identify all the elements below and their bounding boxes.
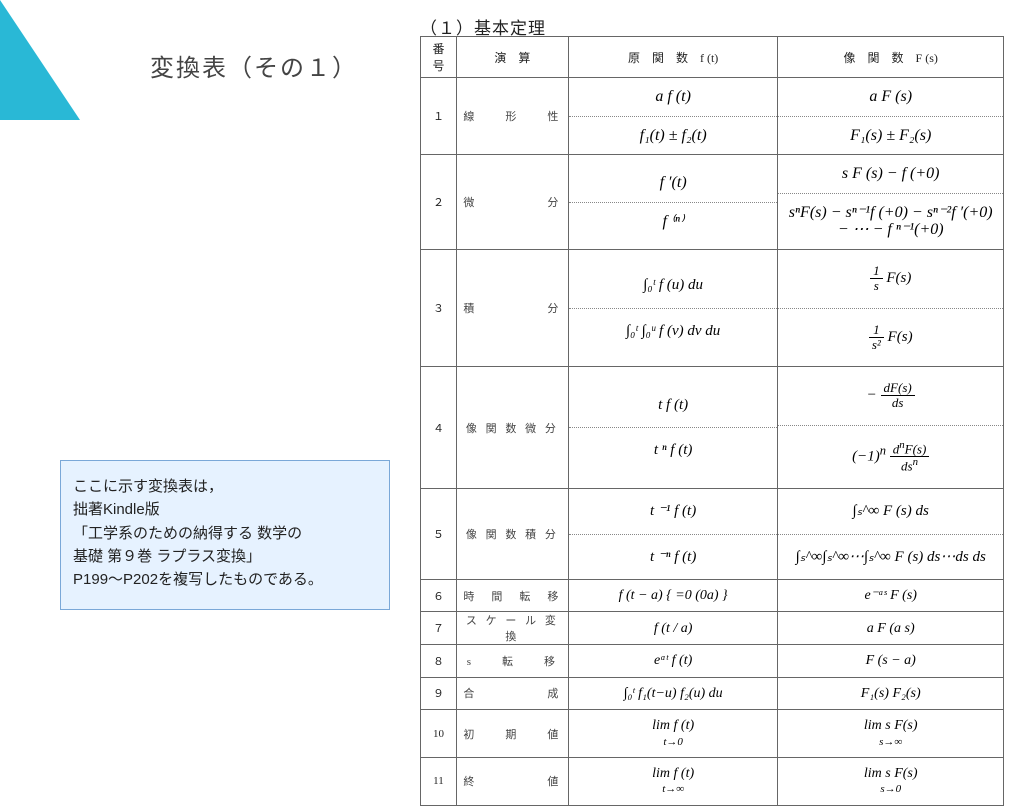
row-cell: F₁(s) F₂(s) [778,677,1004,709]
row-op: 微 分 [456,155,568,250]
row-num: ３ [421,249,457,366]
row-cell: t ⁻¹ f (t)t ⁻ⁿ f (t) [568,489,778,580]
table-row: 11終 値lim f (t)t→∞lim s F(s)s→0 [421,757,1004,805]
table-row: ７ス ケ ー ル 変 換f (t / a)a F (a s) [421,612,1004,645]
table-row: ６時 間 転 移f (t − a) { =0 (0a) }e⁻ᵃˢ F (s) [421,580,1004,612]
note-line: 拙著Kindle版 [73,498,377,521]
row-num: 11 [421,757,457,805]
table-row: 10初 期 値lim f (t)t→0lim s F(s)s→∞ [421,710,1004,758]
transform-table: 番 号 演 算 原 関 数 f (t) 像 関 数 F (s) １線 形 性a … [420,36,1004,806]
row-num: ６ [421,580,457,612]
header-op: 演 算 [456,37,568,78]
row-cell: e⁻ᵃˢ F (s) [778,580,1004,612]
row-cell: s F (s) − f (+0)sⁿF(s) − sⁿ⁻¹f (+0) − sⁿ… [778,155,1004,250]
row-op: s 転 移 [456,645,568,677]
row-op: 初 期 値 [456,710,568,758]
row-cell: lim s F(s)s→∞ [778,710,1004,758]
row-num: ８ [421,645,457,677]
row-cell: ∫₀ᵗ f₁(t−u) f₂(u) du [568,677,778,709]
note-line: P199～P202を複写したものである。 [73,568,377,591]
row-cell: a f (t)f₁(t) ± f₂(t) [568,78,778,155]
table-row: ８s 転 移eᵅᵗ f (t)F (s − a) [421,645,1004,677]
row-num: １ [421,78,457,155]
row-num: ４ [421,367,457,489]
row-cell: eᵅᵗ f (t) [568,645,778,677]
row-cell: F (s − a) [778,645,1004,677]
note-box: ここに示す変換表は， 拙著Kindle版 「工学系のための納得する 数学の 基礎… [60,460,390,610]
accent-triangle [0,0,80,120]
note-line: 「工学系のための納得する 数学の [73,522,377,545]
row-op: 積 分 [456,249,568,366]
row-cell: lim f (t)t→0 [568,710,778,758]
table-row: ５像 関 数 積 分t ⁻¹ f (t)t ⁻ⁿ f (t)∫ₛ^∞ F (s)… [421,489,1004,580]
row-cell: f ′(t)f ⁽ⁿ⁾ [568,155,778,250]
table-row: １線 形 性a f (t)f₁(t) ± f₂(t)a F (s)F₁(s) ±… [421,78,1004,155]
row-cell: lim s F(s)s→0 [778,757,1004,805]
header-F: 像 関 数 F (s) [778,37,1004,78]
row-cell: f (t − a) { =0 (0a) } [568,580,778,612]
page-title: 変換表（その１） [150,48,358,83]
row-cell: ∫ₛ^∞ F (s) ds∫ₛ^∞∫ₛ^∞⋯∫ₛ^∞ F (s) ds⋯ds d… [778,489,1004,580]
row-op: 時 間 転 移 [456,580,568,612]
row-op: ス ケ ー ル 変 換 [456,612,568,645]
row-num: ７ [421,612,457,645]
row-cell: t f (t)t ⁿ f (t) [568,367,778,489]
row-op: 終 値 [456,757,568,805]
note-line: 基礎 第９巻 ラプラス変換」 [73,545,377,568]
row-op: 合 成 [456,677,568,709]
row-num: 10 [421,710,457,758]
note-line: ここに示す変換表は， [73,475,377,498]
table-row: ４像 関 数 微 分t f (t)t ⁿ f (t)− dF(s)ds(−1)n… [421,367,1004,489]
row-op: 線 形 性 [456,78,568,155]
header-num: 番 号 [421,37,457,78]
row-num: ５ [421,489,457,580]
header-f: 原 関 数 f (t) [568,37,778,78]
row-op: 像 関 数 積 分 [456,489,568,580]
table-row: ９合 成∫₀ᵗ f₁(t−u) f₂(u) duF₁(s) F₂(s) [421,677,1004,709]
row-num: ９ [421,677,457,709]
table-row: ３積 分∫₀ᵗ f (u) du∫₀ᵗ ∫₀ᵘ f (v) dv du1s F(… [421,249,1004,366]
row-cell: ∫₀ᵗ f (u) du∫₀ᵗ ∫₀ᵘ f (v) dv du [568,249,778,366]
row-num: ２ [421,155,457,250]
row-op: 像 関 数 微 分 [456,367,568,489]
row-cell: a F (s)F₁(s) ± F₂(s) [778,78,1004,155]
row-cell: lim f (t)t→∞ [568,757,778,805]
row-cell: − dF(s)ds(−1)n dnF(s)dsn [778,367,1004,489]
row-cell: f (t / a) [568,612,778,645]
table-row: ２微 分f ′(t)f ⁽ⁿ⁾s F (s) − f (+0)sⁿF(s) − … [421,155,1004,250]
row-cell: a F (a s) [778,612,1004,645]
row-cell: 1s F(s)1s² F(s) [778,249,1004,366]
